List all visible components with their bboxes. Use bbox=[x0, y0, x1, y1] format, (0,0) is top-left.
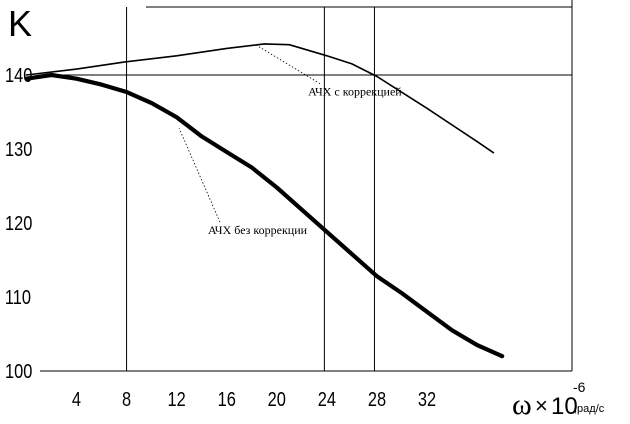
annotation-label: АЧХ без коррекции bbox=[208, 223, 308, 237]
x-axis-label-symbol: ω bbox=[512, 388, 532, 421]
x-tick-label: 24 bbox=[318, 387, 336, 410]
y-tick-label: 100 bbox=[5, 359, 32, 382]
y-tick-label: 130 bbox=[5, 137, 32, 160]
y-tick-labels: 100 110 120 130 140 bbox=[5, 63, 32, 382]
x-axis-label-unit: ,рад/с bbox=[574, 403, 605, 415]
x-tick-label: 20 bbox=[268, 387, 286, 410]
x-tick-labels: 4 8 12 16 20 24 28 32 bbox=[72, 387, 436, 410]
x-tick-label: 4 bbox=[72, 387, 81, 410]
annotation-leader-line bbox=[178, 128, 221, 223]
x-axis-label-exponent: -6 bbox=[573, 379, 586, 395]
y-tick-label: 110 bbox=[5, 285, 31, 308]
series-line-with-correction bbox=[25, 43, 495, 154]
y-axis-label: K bbox=[8, 3, 32, 44]
y-tick-label: 140 bbox=[5, 63, 32, 86]
x-axis-label-times: × bbox=[535, 393, 548, 418]
series-line-without-correction bbox=[24, 72, 505, 359]
x-tick-label: 16 bbox=[218, 387, 236, 410]
x-axis-label-base: 10 bbox=[551, 393, 578, 420]
x-tick-label: 28 bbox=[368, 387, 386, 410]
annotations: АЧХ с коррекцией АЧХ без коррекции bbox=[178, 45, 402, 237]
x-tick-label: 12 bbox=[168, 387, 186, 410]
grid-lines bbox=[40, 0, 573, 372]
x-axis-label: ω × 10 -6 ,рад/с bbox=[512, 379, 605, 421]
y-tick-label: 120 bbox=[5, 211, 32, 234]
x-tick-label: 32 bbox=[418, 387, 436, 410]
series-lines bbox=[24, 43, 505, 359]
x-tick-label: 8 bbox=[122, 387, 131, 410]
annotation-label: АЧХ с коррекцией bbox=[308, 85, 402, 99]
